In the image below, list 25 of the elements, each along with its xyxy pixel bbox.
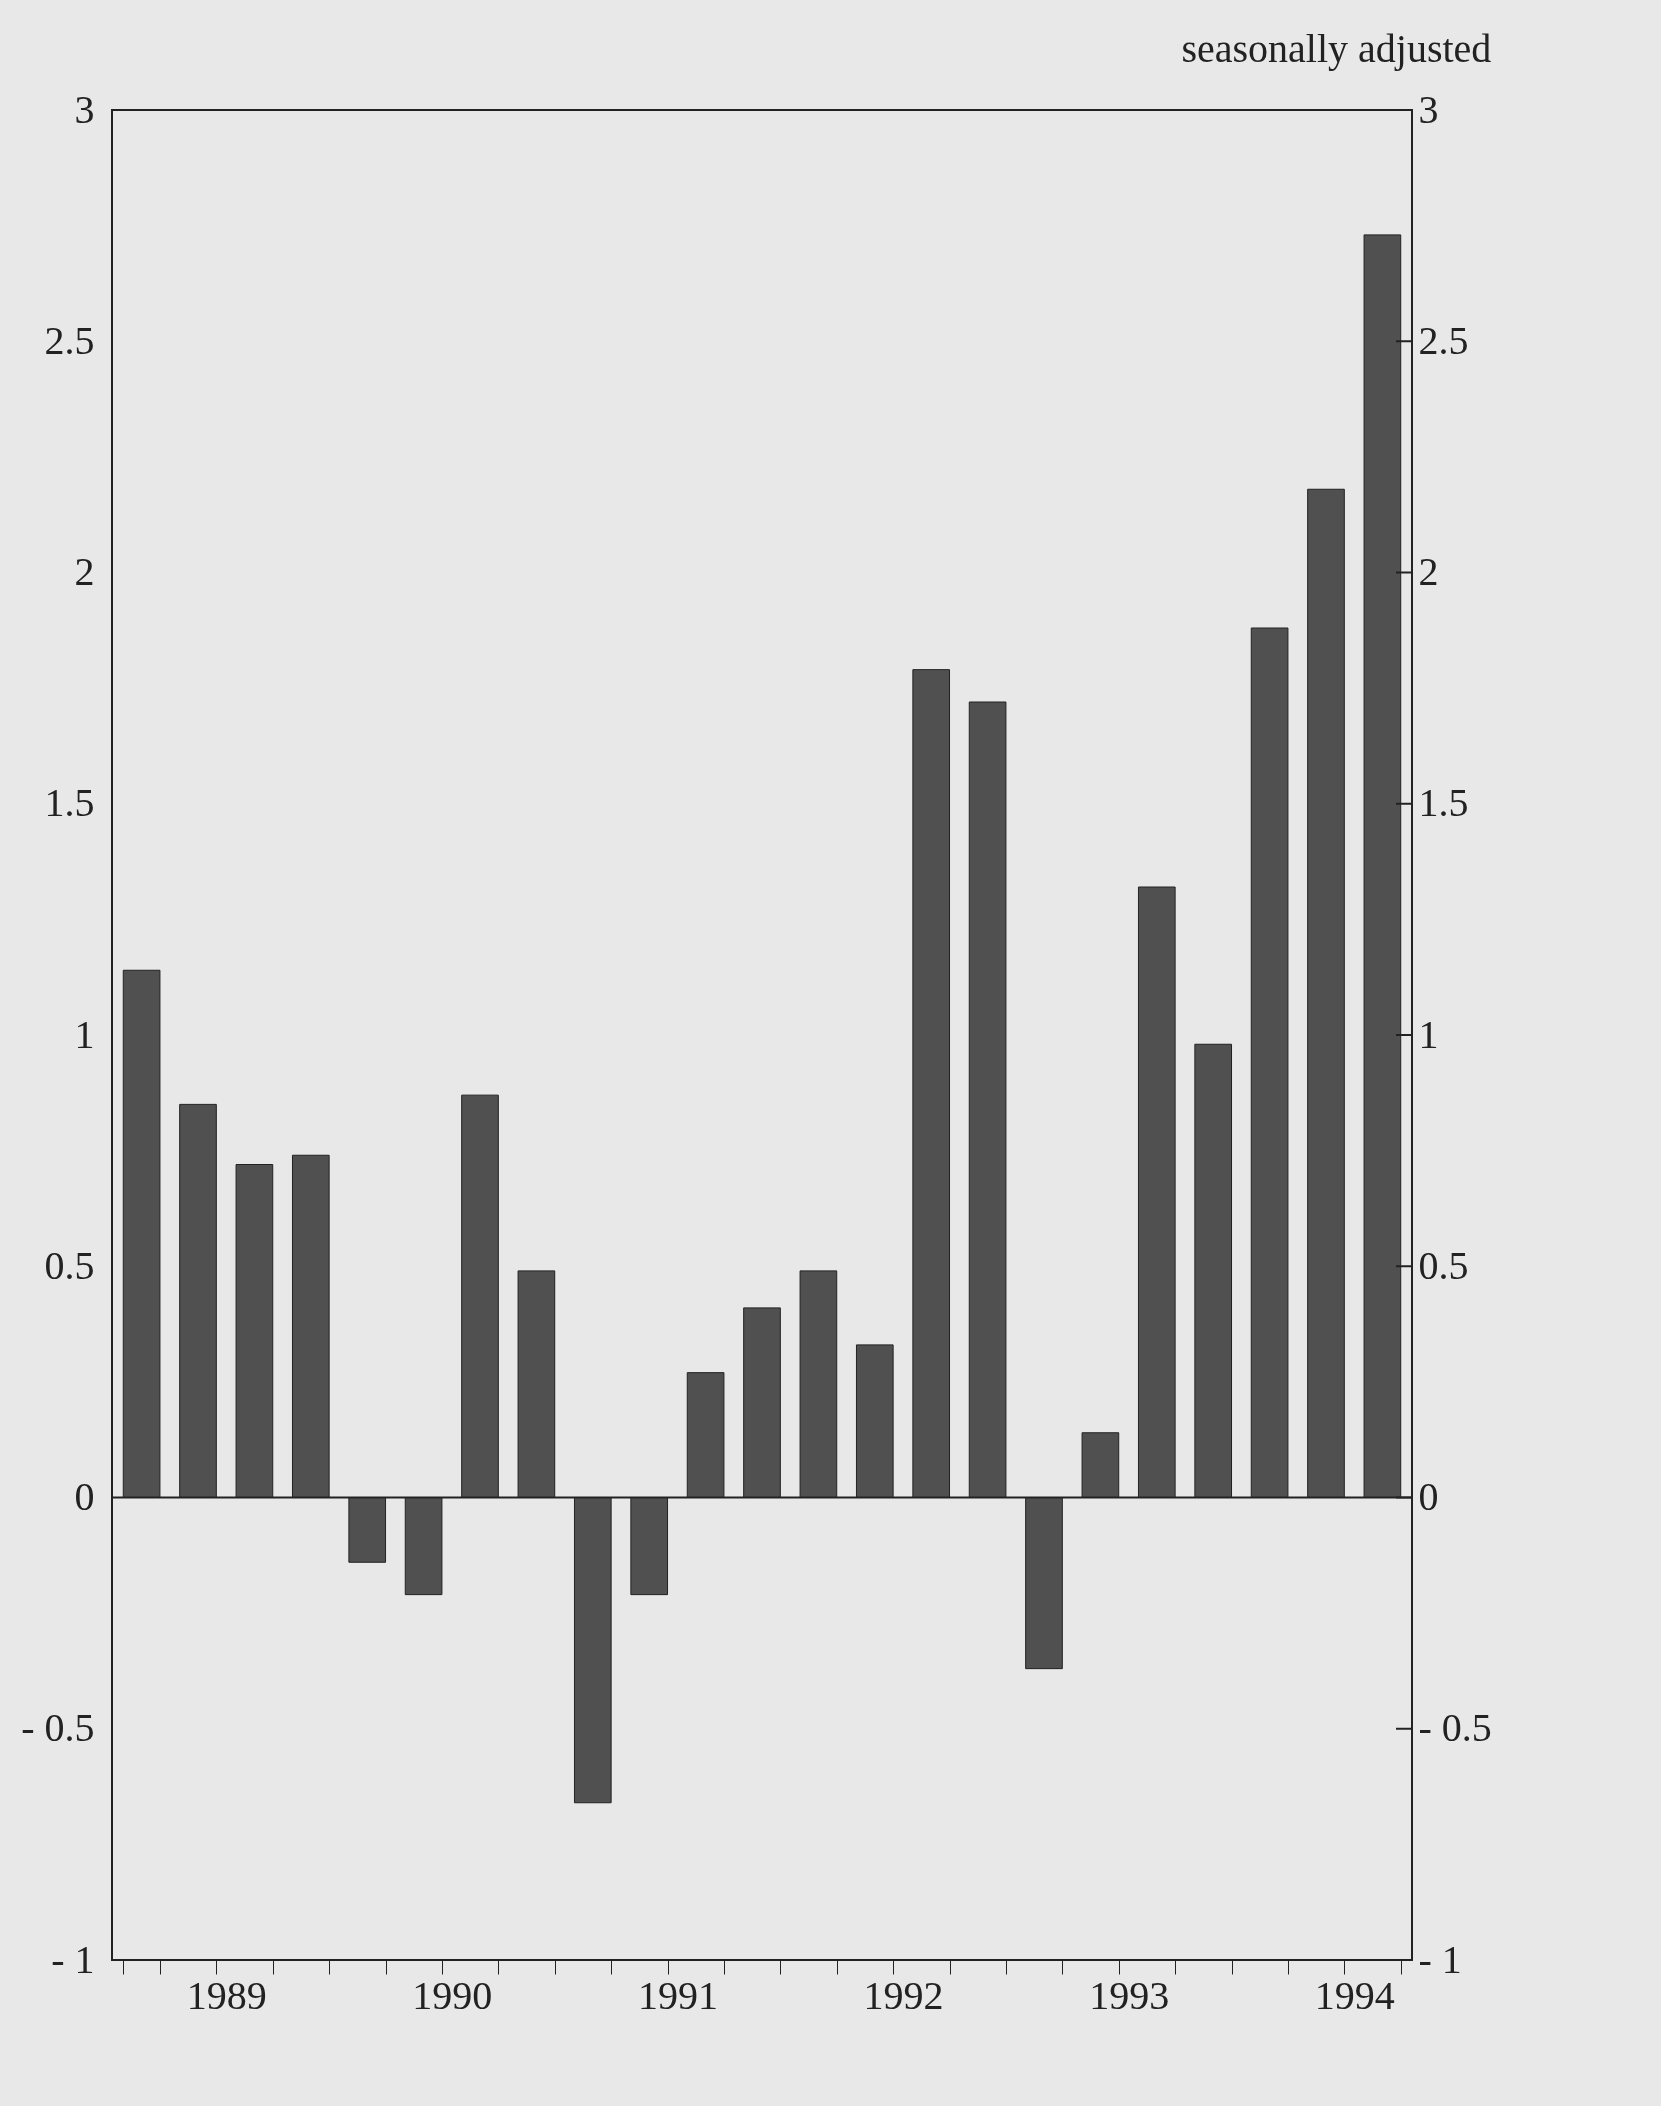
y-tick-label: 1 <box>74 1011 95 1057</box>
y-tick-label: 0.5 <box>44 1242 95 1288</box>
y2-tick-label: - 1 <box>1418 1936 1462 1982</box>
y2-tick-label: 1 <box>1418 1011 1439 1057</box>
y-tick-label: 0 <box>74 1474 95 1519</box>
x-tick-label: 1994 <box>1314 1972 1395 2018</box>
y2-tick-label: - 0.5 <box>1418 1705 1492 1751</box>
x-tick-label: 1990 <box>412 1972 493 2018</box>
y-tick-label: 3 <box>74 86 95 132</box>
y-tick-label: - 1 <box>51 1936 95 1982</box>
y-tick-label: 1.5 <box>44 780 95 826</box>
y-tick-label: - 0.5 <box>21 1705 95 1751</box>
y2-tick-label: 3 <box>1418 86 1439 132</box>
y2-tick-label: 1.5 <box>1418 780 1469 826</box>
y2-tick-label: 0.5 <box>1418 1242 1469 1288</box>
y2-tick-label: 2.5 <box>1418 317 1469 363</box>
x-tick-label: 1993 <box>1089 1972 1170 2018</box>
y2-tick-label: 2 <box>1418 549 1439 594</box>
text: seasonally adjusted <box>1181 26 1492 71</box>
y-tick-label: 2.5 <box>44 317 95 363</box>
x-tick-label: 1991 <box>637 1972 718 2018</box>
x-tick-label: 1992 <box>863 1972 944 2018</box>
x-tick-label: 1989 <box>186 1972 267 2018</box>
y-tick-label: 2 <box>74 549 95 594</box>
y2-tick-label: 0 <box>1418 1474 1439 1519</box>
